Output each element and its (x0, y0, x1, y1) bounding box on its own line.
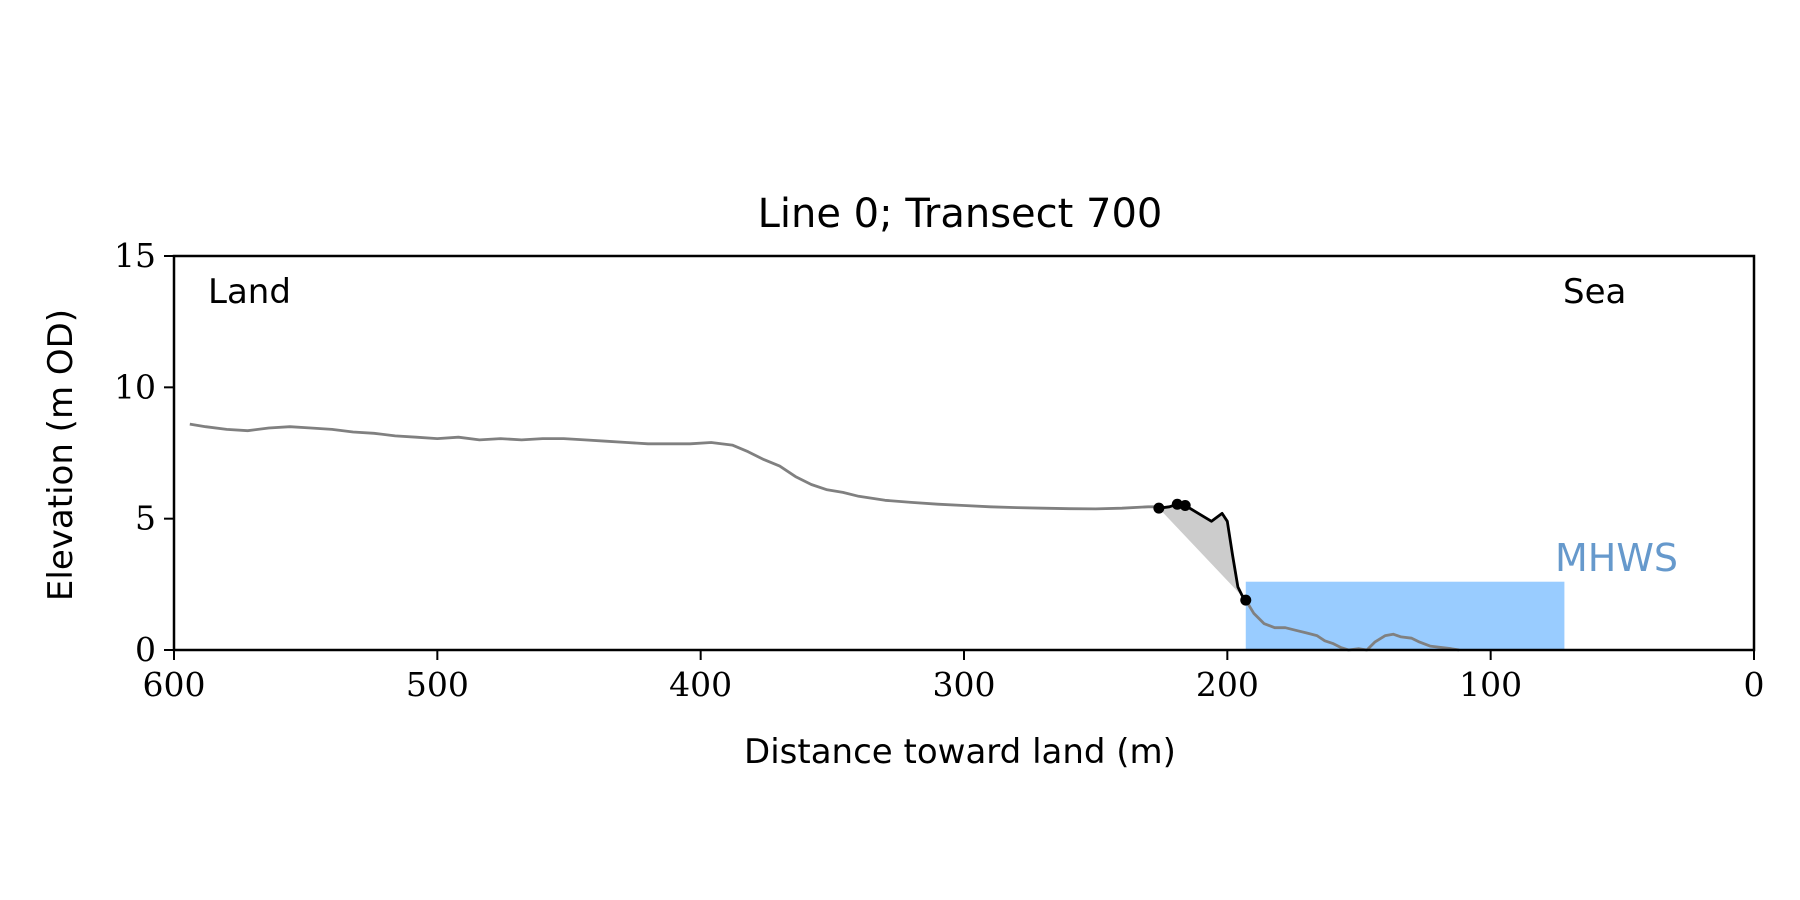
y-tick-label: 5 (135, 499, 156, 538)
cliff-point (1240, 594, 1252, 606)
x-tick-label: 300 (933, 665, 996, 704)
x-tick-label: 600 (143, 665, 206, 704)
x-tick-label: 0 (1744, 665, 1765, 704)
y-axis-label: Elevation (m OD) (41, 309, 81, 601)
x-tick-label: 200 (1196, 665, 1259, 704)
y-tick-label: 0 (135, 630, 156, 669)
mhws-band (1245, 581, 1565, 650)
chart-title: Line 0; Transect 700 (758, 191, 1163, 237)
cliff-point (1179, 500, 1191, 512)
x-tick-label: 400 (669, 665, 732, 704)
axis-ticks: 600 500 400 300 200 100 0 0 5 10 15 (114, 236, 1765, 704)
x-tick-label: 500 (406, 665, 469, 704)
mhws-label: MHWS (1555, 536, 1678, 580)
cliff-point (1153, 502, 1165, 514)
profile-line (189, 422, 1159, 511)
x-tick-label: 100 (1459, 665, 1522, 704)
plot-content (189, 422, 1565, 652)
sea-label: Sea (1563, 272, 1626, 312)
land-label: Land (208, 272, 291, 312)
y-tick-label: 10 (114, 367, 156, 406)
cliff-fill-area (1158, 504, 1246, 601)
x-axis-label: Distance toward land (m) (744, 732, 1176, 772)
y-tick-label: 15 (114, 236, 156, 275)
